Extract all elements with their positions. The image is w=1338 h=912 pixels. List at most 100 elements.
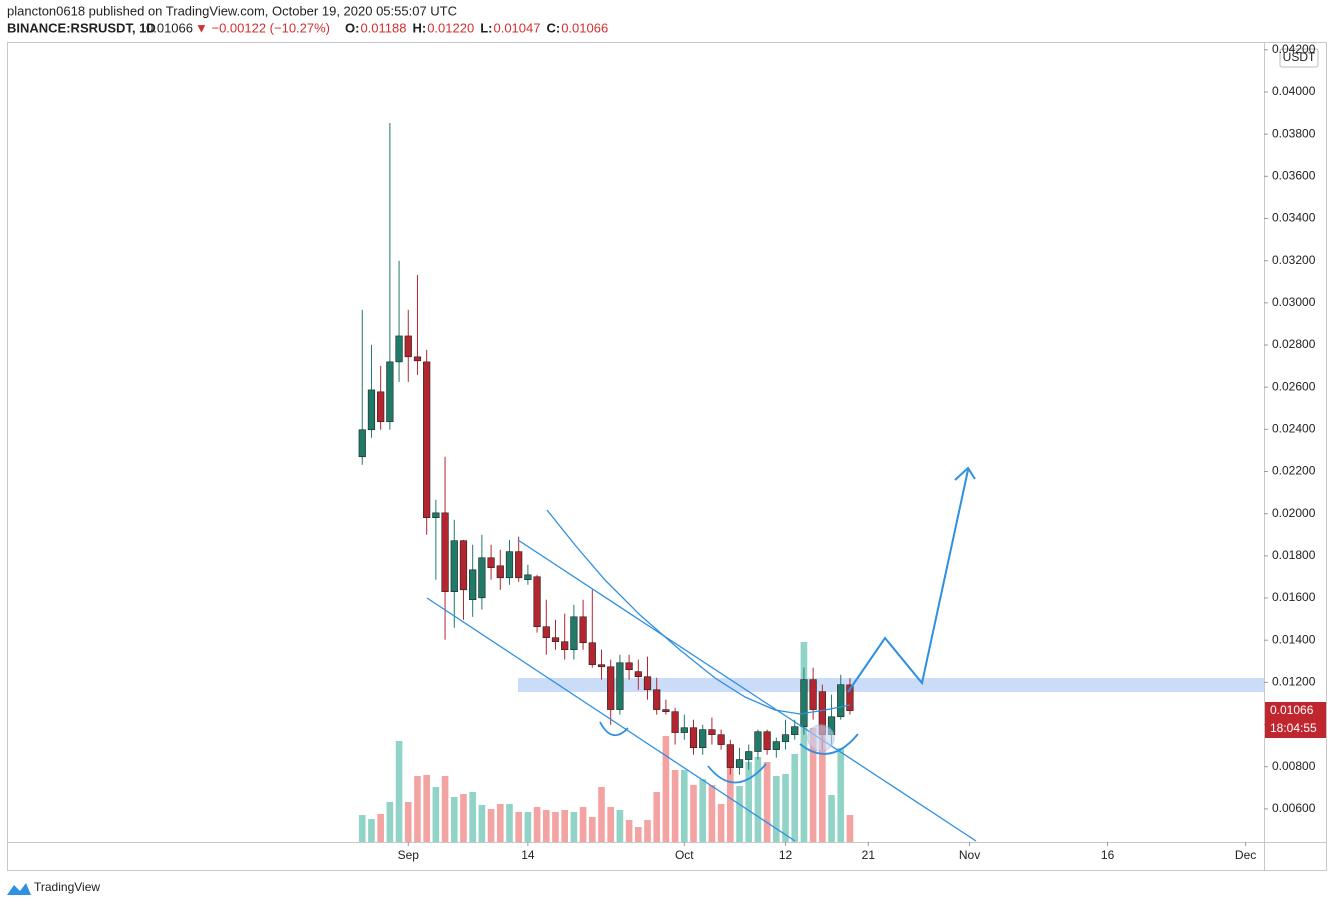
x-tick-label: Oct — [675, 848, 694, 862]
volume-bar — [533, 807, 541, 842]
candle-body — [809, 679, 817, 710]
candle-body — [837, 684, 845, 718]
volume-bar — [487, 809, 495, 842]
candle-body — [515, 551, 523, 579]
candle-body — [432, 512, 440, 518]
drawings — [426, 466, 977, 842]
candle-body — [533, 576, 541, 628]
arc — [599, 721, 629, 737]
volume-bar — [736, 786, 743, 842]
candle-body — [616, 662, 624, 710]
volume-bar — [699, 779, 707, 842]
byline: plancton0618 published on TradingView.co… — [7, 3, 457, 18]
y-tick-label: 0.02800 — [1272, 337, 1316, 351]
candle-body — [459, 540, 468, 591]
volume-bar — [754, 757, 762, 842]
symbol: BINANCE:RSRUSDT, 1D — [7, 20, 156, 35]
volume-bar — [469, 792, 476, 842]
volume-bar — [404, 802, 412, 842]
candle-body — [653, 689, 661, 710]
y-tick-label: 0.02000 — [1272, 506, 1316, 520]
brand: TradingView — [34, 880, 100, 894]
candle-body — [745, 751, 753, 760]
arc — [707, 763, 767, 784]
volume-bar — [395, 741, 403, 842]
volume-bar — [782, 774, 789, 842]
volume-bar — [828, 795, 835, 842]
ohlc-key: L: — [480, 20, 492, 35]
y-tick-label: 0.02200 — [1272, 464, 1316, 478]
highlight — [807, 724, 835, 752]
resistance-zone — [518, 678, 1264, 692]
candle-body — [726, 744, 734, 768]
volume-bar — [662, 736, 670, 842]
countdown: 18:04:55 — [1270, 721, 1317, 735]
candle-body — [450, 540, 458, 593]
candle-body — [496, 565, 504, 579]
volume-bar — [763, 762, 771, 842]
x-tick-label: 21 — [862, 848, 876, 862]
candle-body — [423, 361, 431, 518]
y-tick-label: 0.02600 — [1272, 379, 1316, 393]
volume-bar — [680, 770, 688, 842]
ohlc-value: 0.01188 — [360, 20, 406, 35]
candle-body — [772, 741, 780, 750]
y-tick-label: 0.00800 — [1272, 759, 1316, 773]
volume-bar — [515, 812, 522, 842]
candle-body — [377, 391, 385, 423]
y-tick-label: 0.03400 — [1272, 211, 1316, 225]
volume-bar — [837, 748, 845, 842]
x-tick-label: Dec — [1235, 848, 1256, 862]
volume-bar — [634, 827, 642, 842]
trend-line — [517, 539, 977, 842]
volume-bar — [386, 802, 394, 842]
candle-body — [754, 731, 762, 752]
x-tick-label: Nov — [959, 848, 980, 862]
change: ▼ −0.00122 (−10.27%) — [195, 20, 330, 35]
axes: 0.006000.008000.010000.012000.014000.016… — [398, 42, 1316, 862]
volume-bar — [414, 776, 421, 842]
volume-bar — [809, 728, 817, 842]
x-tick-label: 16 — [1101, 848, 1115, 862]
candle-body — [671, 711, 679, 733]
volume — [358, 642, 854, 842]
currency-box — [1279, 48, 1319, 68]
volume-bar — [441, 776, 449, 842]
arrow-head — [954, 466, 976, 481]
x-tick-label: 12 — [779, 848, 793, 862]
volume-bar — [773, 776, 780, 842]
candle-body — [846, 684, 854, 711]
y-tick-label: 0.03000 — [1272, 295, 1316, 309]
candle-body — [487, 557, 495, 568]
candle-body — [579, 616, 587, 644]
ohlc-value: 0.01047 — [493, 20, 540, 35]
volume-bar — [800, 642, 808, 842]
volume-bar — [542, 810, 550, 842]
ohlc-value: 0.01066 — [561, 20, 608, 35]
candle-body — [781, 734, 790, 742]
volume-bar — [368, 819, 375, 842]
candle-body — [588, 642, 596, 665]
y-tick-label: 0.04200 — [1272, 42, 1316, 56]
candle-body — [625, 662, 633, 671]
volume-bar — [616, 810, 624, 842]
moving-average — [546, 509, 851, 715]
candle-body — [404, 335, 412, 358]
y-tick-label: 0.01200 — [1272, 675, 1316, 689]
candle-body — [413, 356, 422, 362]
volume-bar — [745, 762, 753, 842]
ohlc-key: O: — [345, 20, 359, 35]
volume-bar — [561, 810, 569, 842]
volume-bar — [644, 820, 651, 842]
volume-bar — [598, 787, 605, 842]
candle-body — [699, 729, 707, 749]
volume-bar — [708, 785, 716, 842]
candle-body — [791, 726, 799, 735]
y-tick-label: 0.03600 — [1272, 168, 1316, 182]
candle-body — [634, 671, 642, 677]
projection — [847, 469, 969, 693]
price-tag-label: 0.01066 — [1270, 703, 1314, 717]
candle-body — [662, 709, 670, 712]
volume-bar — [579, 807, 587, 842]
